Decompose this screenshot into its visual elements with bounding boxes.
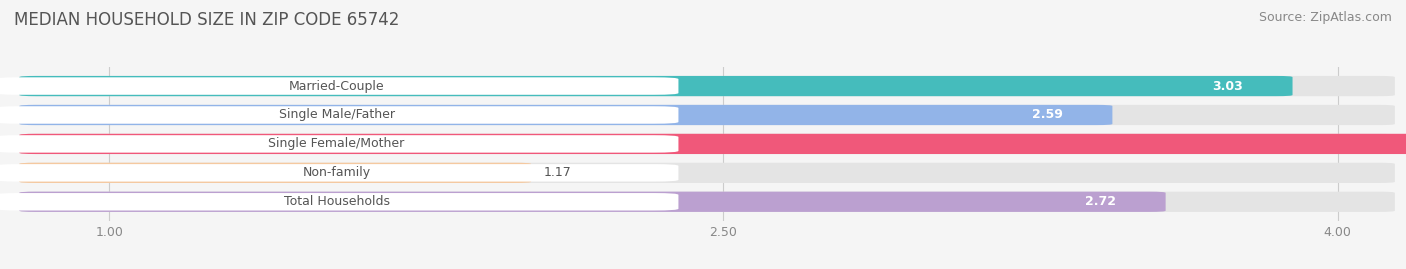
Text: 3.03: 3.03 [1212,80,1243,93]
FancyBboxPatch shape [20,105,1112,125]
Text: MEDIAN HOUSEHOLD SIZE IN ZIP CODE 65742: MEDIAN HOUSEHOLD SIZE IN ZIP CODE 65742 [14,11,399,29]
FancyBboxPatch shape [20,105,1395,125]
FancyBboxPatch shape [20,163,531,183]
Text: 1.17: 1.17 [543,166,571,179]
Text: Single Female/Mother: Single Female/Mother [269,137,405,150]
Text: Married-Couple: Married-Couple [288,80,384,93]
FancyBboxPatch shape [0,164,679,182]
FancyBboxPatch shape [0,193,679,211]
FancyBboxPatch shape [0,135,679,153]
Text: 2.72: 2.72 [1085,195,1116,208]
Text: Source: ZipAtlas.com: Source: ZipAtlas.com [1258,11,1392,24]
FancyBboxPatch shape [0,77,679,95]
FancyBboxPatch shape [20,76,1395,96]
FancyBboxPatch shape [20,134,1395,154]
FancyBboxPatch shape [20,192,1166,212]
Text: Single Male/Father: Single Male/Father [278,108,395,122]
FancyBboxPatch shape [20,163,1395,183]
FancyBboxPatch shape [20,76,1292,96]
FancyBboxPatch shape [0,106,679,124]
Text: Non-family: Non-family [302,166,371,179]
Text: Total Households: Total Households [284,195,389,208]
FancyBboxPatch shape [20,192,1395,212]
Text: 2.59: 2.59 [1032,108,1063,122]
FancyBboxPatch shape [20,134,1406,154]
